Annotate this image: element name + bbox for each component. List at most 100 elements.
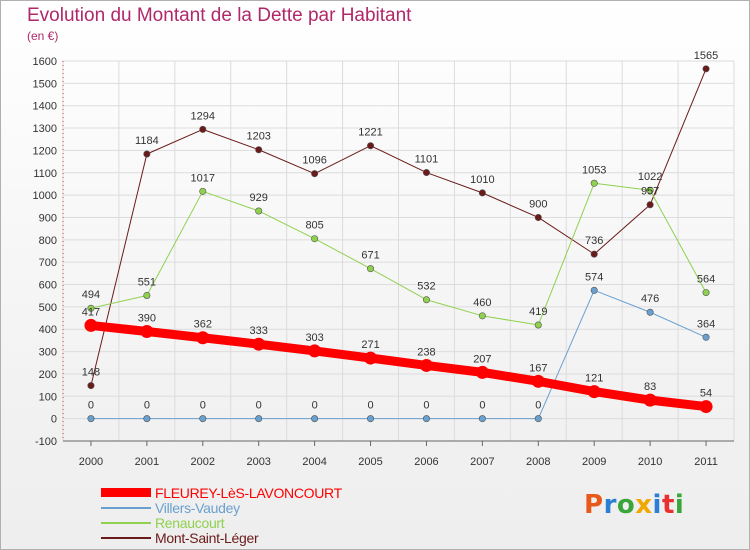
data-label: 0 [256,400,262,412]
x-tick-label: 2003 [246,456,270,468]
series-line [90,289,707,420]
legend-item: Renaucourt [101,515,401,530]
data-label: 0 [479,400,485,412]
data-point [87,415,95,423]
data-label: 207 [473,353,491,365]
data-label: 303 [305,332,323,344]
y-tick-label: 500 [39,302,57,314]
data-point [311,415,319,423]
data-point [199,125,207,133]
x-tick-label: 2001 [135,456,159,468]
data-point [702,289,710,297]
data-point [534,213,542,221]
data-label: 900 [529,198,547,210]
logo-letter: P [584,490,604,520]
data-point [255,146,263,154]
data-label: 121 [585,373,603,385]
data-label: 419 [529,306,547,318]
data-point [534,415,542,423]
data-label: 1022 [638,171,662,183]
legend-swatch [101,488,151,497]
y-tick-label: -100 [35,436,57,448]
data-point [87,304,95,312]
data-label: 574 [585,271,603,283]
data-point [255,415,263,423]
proxiti-logo: Proxiti [584,490,684,520]
data-label: 0 [144,400,150,412]
legend-item: FLEUREY-LèS-LAVONCOURT [101,485,401,500]
data-label: 1101 [415,154,439,166]
data-label: 805 [305,220,323,232]
data-label: 333 [250,325,268,337]
legend-label: Renaucourt [155,514,225,531]
logo-letter: r [603,490,617,520]
legend-swatch [101,536,151,539]
legend-label: FLEUREY-LèS-LAVONCOURT [155,484,342,501]
legend-item: Mont-Saint-Léger [101,530,401,545]
data-label: 929 [250,192,268,204]
data-label: 167 [529,362,547,374]
x-tick-label: 2011 [694,456,718,468]
data-point [199,415,207,423]
data-point [367,415,375,423]
data-label: 1565 [694,50,718,62]
data-label: 0 [535,400,541,412]
data-label: 957 [641,186,659,198]
y-tick-label: 900 [39,212,57,224]
data-point [364,351,378,365]
legend-swatch [101,521,151,524]
data-point [367,142,375,150]
data-label: 476 [641,293,659,305]
data-label: 0 [367,400,373,412]
x-tick-label: 2005 [358,456,382,468]
data-point [587,385,601,399]
data-label: 1294 [191,110,215,122]
data-label: 0 [200,400,206,412]
data-point [590,286,598,294]
data-point [196,331,210,345]
data-point [475,365,489,379]
x-tick-label: 2004 [302,456,326,468]
y-tick-label: 1200 [33,145,57,157]
data-label: 362 [194,319,212,331]
data-label: 671 [361,250,379,262]
x-tick-label: 2007 [470,456,494,468]
series-line [90,182,707,326]
x-tick-label: 2008 [526,456,550,468]
data-point [478,312,486,320]
data-point [140,324,154,338]
data-point [643,393,657,407]
data-label: 271 [361,339,379,351]
data-point [252,337,266,351]
data-point [311,235,319,243]
data-point [646,186,654,194]
y-tick-label: 1100 [33,168,57,180]
data-point [367,265,375,273]
data-label: 551 [138,276,156,288]
data-point [699,400,713,414]
legend-label: Mont-Saint-Léger [155,529,259,546]
data-label: 1221 [358,127,382,139]
data-point [143,291,151,299]
data-point [84,318,98,332]
data-point [199,187,207,195]
y-tick-label: 400 [39,324,57,336]
data-label: 0 [423,400,429,412]
data-point [87,382,95,390]
data-label: 1053 [582,164,606,176]
y-tick-label: 700 [39,257,57,269]
data-point [143,415,151,423]
data-label: 364 [697,318,715,330]
data-label: 238 [417,346,435,358]
logo-letter: x [635,490,653,520]
data-label: 1096 [302,155,326,167]
data-label: 1203 [246,131,270,143]
data-point [255,207,263,215]
data-label: 494 [82,289,100,301]
y-tick-label: 200 [39,369,57,381]
data-label: 417 [82,306,100,318]
data-point [422,296,430,304]
y-tick-label: 1500 [33,78,57,90]
y-tick-label: 100 [39,391,57,403]
